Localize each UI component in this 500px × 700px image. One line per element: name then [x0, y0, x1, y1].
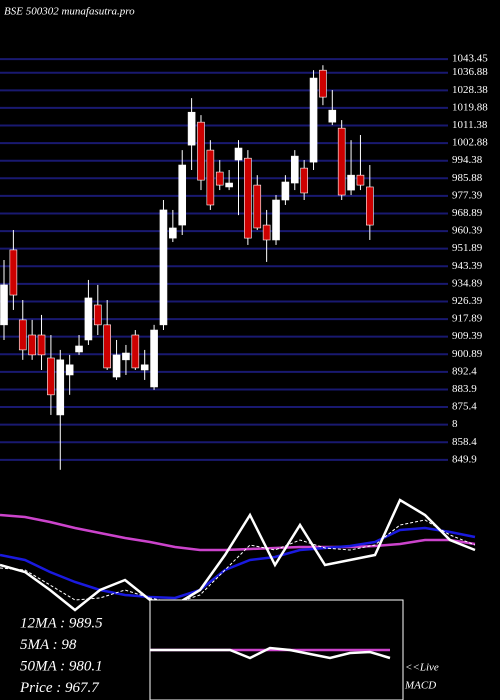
candle-body: [150, 329, 158, 388]
chart-title: BSE 500302 munafasutra.pro: [4, 6, 135, 18]
y-tick-label: 909.39: [452, 330, 483, 342]
indicator-info: Price : 967.7: [19, 680, 100, 696]
y-tick-label: 1043.45: [452, 53, 488, 65]
y-tick-label: 943.39: [452, 260, 483, 272]
indicator-info: 50MA : 980.1: [20, 658, 103, 674]
indicator-line: [0, 513, 476, 552]
candle-body: [65, 364, 74, 376]
y-tick-label: 1036.88: [452, 66, 488, 78]
candle-body: [84, 297, 93, 341]
candle-body: [131, 334, 140, 369]
live-label: <<Live: [405, 662, 439, 674]
indicator-line: [150, 646, 391, 660]
candle-body: [28, 334, 36, 356]
candle-body: [47, 357, 55, 396]
y-tick-label: 1002.88: [452, 137, 488, 149]
candle-body: [300, 167, 308, 194]
indicator-info: 5MA : 98: [20, 637, 77, 653]
y-tick-label: 849.9: [452, 453, 477, 465]
candle-body: [0, 284, 8, 326]
candle-body: [56, 359, 65, 416]
y-tick-label: 875.4: [452, 401, 477, 413]
candle-body: [122, 352, 130, 361]
candle-body: [272, 199, 280, 241]
candle-body: [347, 174, 355, 191]
y-tick-label: 8: [452, 418, 458, 430]
candle-body: [9, 249, 18, 296]
indicator-line: [0, 498, 476, 612]
candle-body: [225, 182, 233, 188]
candle-body: [103, 324, 111, 369]
candle-body: [234, 147, 243, 161]
y-tick-label: 1019.88: [452, 101, 488, 113]
candle-body: [253, 184, 262, 229]
candle-body: [262, 224, 271, 241]
y-tick-label: 883.9: [452, 383, 477, 395]
candle-body: [169, 227, 177, 239]
y-tick-label: 934.89: [452, 277, 483, 289]
y-tick-label: 968.89: [452, 207, 483, 219]
y-tick-label: 985.88: [452, 172, 483, 184]
candle-body: [187, 111, 196, 146]
y-tick-label: 1028.38: [452, 84, 488, 96]
candle-body: [244, 157, 252, 239]
indicator-info: 12MA : 989.5: [20, 615, 103, 631]
candle-body: [309, 77, 318, 163]
y-tick-label: 977.39: [452, 189, 483, 201]
candle-body: [356, 174, 365, 186]
candle-body: [328, 109, 337, 123]
candle-body: [178, 164, 187, 226]
y-tick-label: 951.89: [452, 242, 483, 254]
candle-body: [197, 121, 205, 181]
candle-body: [112, 354, 121, 378]
y-tick-label: 994.38: [452, 154, 483, 166]
candle-body: [215, 171, 224, 186]
candle-body: [290, 155, 299, 184]
y-tick-label: 926.39: [452, 295, 483, 307]
candle-body: [140, 364, 149, 371]
candle-body: [337, 127, 346, 196]
candle-body: [366, 186, 374, 226]
candle-body: [159, 209, 168, 326]
candle-body: [319, 69, 327, 98]
candle-body: [18, 319, 27, 351]
y-tick-label: 858.4: [452, 436, 477, 448]
candle-body: [281, 181, 290, 201]
indicator-line: [0, 526, 476, 600]
candle-body: [37, 334, 46, 356]
candle-body: [75, 345, 83, 353]
indicator-line: [0, 519, 476, 604]
macd-title: MACD: [404, 680, 436, 692]
y-tick-label: 1011.38: [452, 119, 488, 131]
y-tick-label: 900.89: [452, 348, 483, 360]
y-tick-label: 892.4: [452, 365, 477, 377]
y-tick-label: 917.89: [452, 313, 483, 325]
y-tick-label: 960.39: [452, 225, 483, 237]
candle-body: [94, 304, 102, 326]
candle-body: [206, 149, 215, 206]
